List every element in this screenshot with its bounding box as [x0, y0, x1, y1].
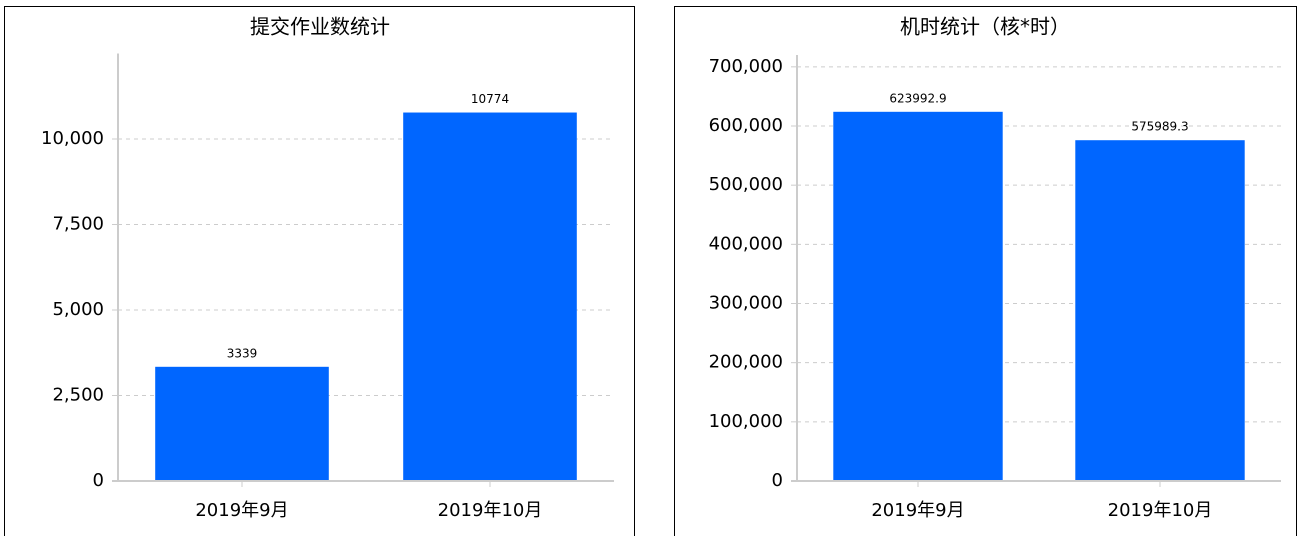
- y-tick-label: 0: [93, 470, 104, 491]
- y-tick-label: 300,000: [709, 293, 783, 314]
- data-label: 10774: [471, 92, 509, 106]
- x-tick-label: 2019年10月: [438, 500, 543, 521]
- x-tick-label: 2019年10月: [1108, 500, 1213, 521]
- data-label: 3339: [227, 346, 258, 360]
- data-label: 623992.9: [889, 91, 946, 105]
- bar: [155, 366, 329, 481]
- y-tick-label: 10,000: [41, 128, 104, 149]
- x-tick-label: 2019年9月: [871, 500, 964, 521]
- y-tick-label: 5,000: [52, 299, 104, 320]
- chart-title: 机时统计（核*时）: [900, 15, 1070, 39]
- y-tick-label: 200,000: [709, 352, 783, 373]
- y-tick-label: 7,500: [52, 214, 104, 235]
- y-tick-label: 500,000: [709, 174, 783, 195]
- y-tick-label: 2,500: [52, 385, 104, 406]
- bar: [1075, 140, 1245, 481]
- bar: [403, 112, 577, 481]
- y-tick-label: 100,000: [709, 411, 783, 432]
- y-tick-label: 700,000: [709, 56, 783, 77]
- y-tick-label: 400,000: [709, 233, 783, 254]
- y-tick-label: 600,000: [709, 115, 783, 136]
- y-tick-label: 0: [772, 470, 783, 491]
- data-label: 575989.3: [1131, 120, 1188, 134]
- panel-border: [674, 6, 1297, 536]
- chart-title: 提交作业数统计: [250, 15, 390, 39]
- x-tick-label: 2019年9月: [195, 500, 288, 521]
- panel-border: [4, 6, 635, 536]
- bar: [833, 111, 1003, 481]
